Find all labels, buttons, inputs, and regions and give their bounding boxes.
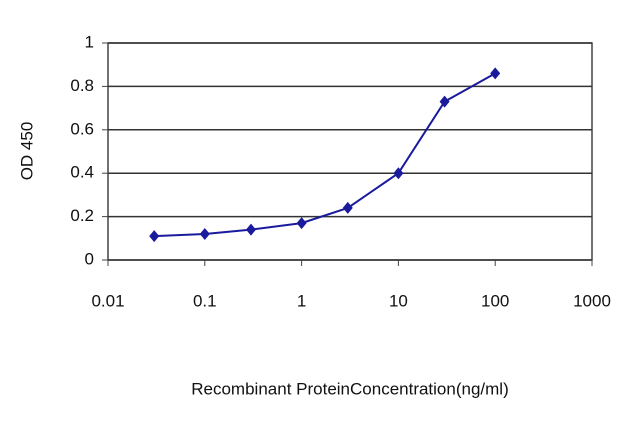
y-tick-label: 0.2 [70,206,94,225]
series-line [154,72,496,238]
data-point [245,223,256,236]
y-tick-label: 0.6 [70,119,94,138]
data-point [490,67,501,80]
data-point [149,230,160,243]
plot-area [107,42,593,261]
x-tick-label: 10 [389,291,408,310]
x-tick-label: 1000 [573,291,611,310]
data-point [199,227,210,240]
x-axis-label: Recombinant ProteinConcentration(ng/ml) [191,379,509,398]
y-tick-label: 1 [85,32,94,51]
y-tick-label: 0.4 [70,163,94,182]
x-tick-label: 0.1 [193,291,217,310]
y-tick-label: 0 [85,249,94,268]
data-point [439,95,450,108]
x-tick-label: 100 [481,291,509,310]
x-tick-label: 0.01 [91,291,124,310]
y-axis-label: OD 450 [17,122,36,181]
data-point [393,167,404,180]
x-tick-label: 1 [297,291,306,310]
y-tick-label: 0.8 [70,76,94,95]
data-point [296,217,307,230]
data-point [342,201,353,214]
